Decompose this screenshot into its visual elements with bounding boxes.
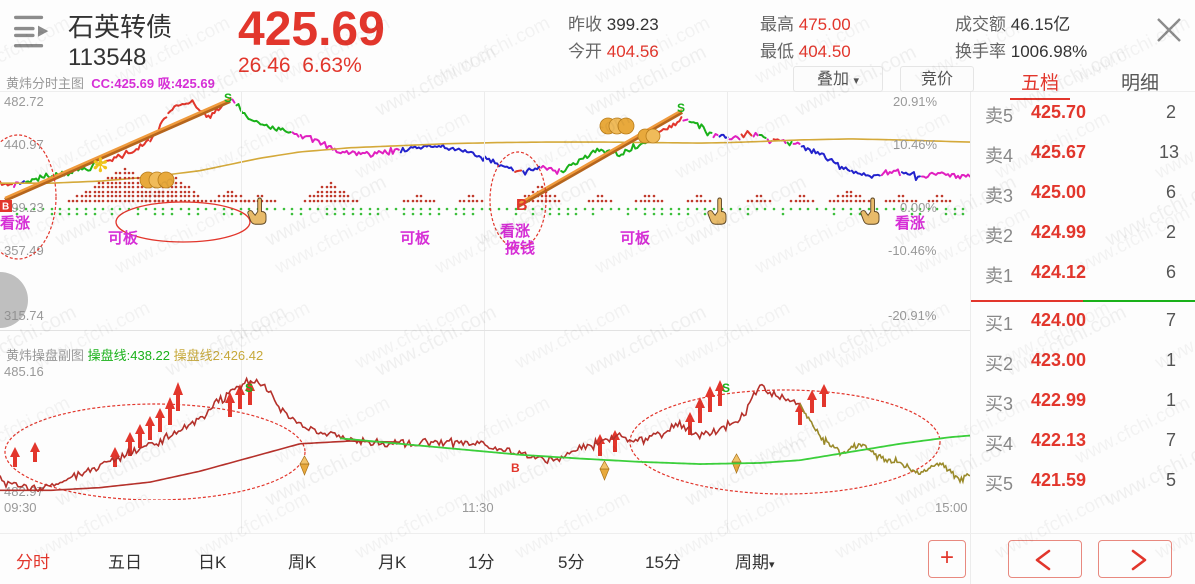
svg-text:S: S (677, 101, 685, 115)
svg-text:B: B (2, 202, 9, 213)
svg-text:✻: ✻ (92, 155, 109, 177)
